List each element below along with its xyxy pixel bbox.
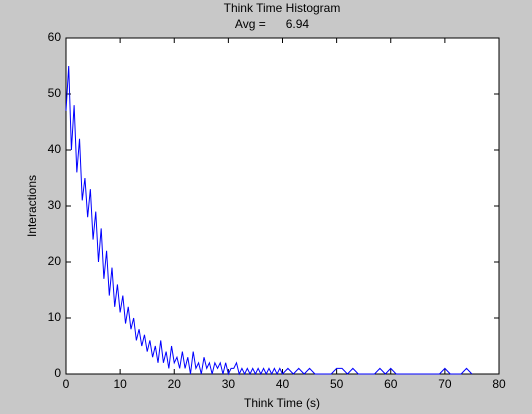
y-tick-label: 20 [48,254,62,268]
x-tick-label: 30 [222,377,236,391]
plot-area [65,37,500,375]
y-axis-label: Interactions [25,175,39,237]
x-tick-label: 50 [330,377,344,391]
chart-subtitle: Avg = 6.94 [235,17,309,31]
data-line [65,65,473,376]
x-axis-label: Think Time (s) [244,396,320,410]
y-tick-label: 40 [48,142,62,156]
y-tick-label: 0 [54,366,61,380]
x-tick-label: 40 [276,377,290,391]
y-tick-label: 10 [48,310,62,324]
x-tick-label: 20 [168,377,182,391]
x-tick-label: 70 [438,377,452,391]
y-tick-label: 60 [48,30,62,44]
x-tick-label: 60 [384,377,398,391]
x-tick-label: 10 [113,377,127,391]
y-tick-label: 30 [48,198,62,212]
chart-title: Think Time Histogram [224,1,341,15]
x-tick-label: 0 [63,377,70,391]
x-tick-label: 80 [492,377,506,391]
y-tick-label: 50 [48,86,62,100]
